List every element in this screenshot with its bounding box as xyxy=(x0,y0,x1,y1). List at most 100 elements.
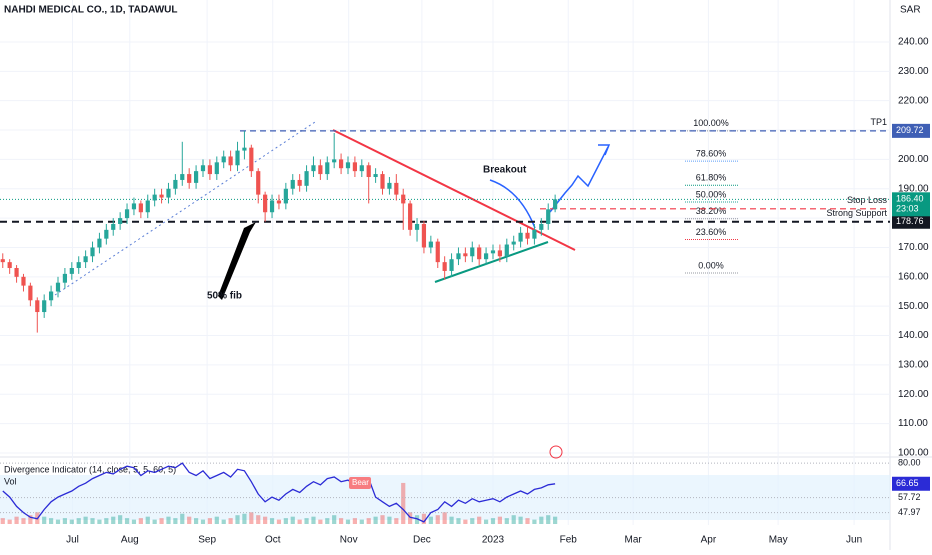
candle-body xyxy=(497,250,502,257)
volume-bar xyxy=(511,515,516,524)
candle-body xyxy=(242,147,247,151)
volume-bar xyxy=(221,519,226,524)
volume-bar xyxy=(401,482,406,524)
candle-body xyxy=(394,182,399,195)
x-tick-label: Apr xyxy=(701,535,717,546)
volume-bar xyxy=(414,515,420,524)
volume-bar xyxy=(7,519,12,524)
price-tag xyxy=(892,192,930,217)
x-tick-label: Jul xyxy=(66,535,79,546)
candle-body xyxy=(200,165,206,172)
volume-bar xyxy=(83,516,88,524)
price-tag-label: 209.72 xyxy=(896,125,924,135)
candle-body xyxy=(297,179,302,186)
volume-bar xyxy=(187,516,192,524)
x-tick-label: Oct xyxy=(265,535,281,546)
candle-body xyxy=(359,165,364,172)
volume-label: Vol xyxy=(4,476,17,486)
candle-body xyxy=(263,194,268,213)
volume-bar xyxy=(228,518,233,524)
x-tick-label: Jun xyxy=(846,535,862,546)
candle-body xyxy=(104,229,109,239)
volume-bar xyxy=(283,518,288,524)
candle-body xyxy=(318,165,323,175)
volume-bar xyxy=(532,519,537,524)
price-tag xyxy=(892,214,930,229)
volume-bar xyxy=(428,516,433,524)
candle-body xyxy=(7,262,12,269)
y-tick-label: 150.00 xyxy=(898,301,929,312)
candle-body xyxy=(193,171,199,183)
level-name: Strong Support xyxy=(826,208,887,218)
candle-body xyxy=(14,268,19,277)
volume-bar xyxy=(193,518,199,524)
volume-bar xyxy=(55,519,61,524)
volume-bar xyxy=(290,516,295,524)
volume-bar xyxy=(318,519,323,524)
candle-body xyxy=(539,223,544,230)
volume-bar xyxy=(394,518,399,524)
y-tick-label: 170.00 xyxy=(898,242,929,253)
y-tick-label: 220.00 xyxy=(898,95,929,106)
volume-bar xyxy=(359,519,364,524)
indicator-tag xyxy=(892,476,930,491)
breakout-label: Breakout xyxy=(483,165,527,176)
candle-body xyxy=(421,223,427,248)
candle-body xyxy=(276,200,282,204)
indicator-name: Divergence Indicator (14, close, 5, 5, 6… xyxy=(4,464,176,474)
candle-body xyxy=(338,159,344,169)
volume-bar xyxy=(14,516,19,524)
volume-bar xyxy=(28,515,33,524)
fib-label: 23.60% xyxy=(696,227,727,237)
candle-body xyxy=(442,262,447,271)
candle-body xyxy=(504,244,509,257)
volume-bar xyxy=(97,519,102,524)
x-tick-label: Mar xyxy=(625,535,643,546)
y-tick-label: 230.00 xyxy=(898,66,929,77)
fib-label: 0.00% xyxy=(698,260,724,270)
candle-body xyxy=(187,174,192,183)
indicator-tick-label: 47.97 xyxy=(898,507,921,517)
volume-bar xyxy=(380,515,385,524)
candle-body xyxy=(456,253,461,260)
y-tick-label: 100.00 xyxy=(898,448,929,459)
y-tick-label: 120.00 xyxy=(898,389,929,400)
candle-body xyxy=(111,223,116,230)
candle-body xyxy=(553,199,558,210)
volume-bar xyxy=(111,516,116,524)
volume-bar xyxy=(483,519,489,524)
candle-body xyxy=(511,241,516,245)
candle-body xyxy=(97,238,102,248)
volume-bar xyxy=(131,519,137,524)
volume-bar xyxy=(104,518,109,524)
candle-body xyxy=(532,229,537,239)
candle-body xyxy=(366,165,371,178)
volume-bar xyxy=(518,516,523,524)
bear-label: Bear xyxy=(352,478,369,487)
candle-body xyxy=(21,276,26,286)
price-tag xyxy=(892,123,930,138)
candle-body xyxy=(173,179,178,189)
support-line xyxy=(434,241,549,283)
candle-body xyxy=(28,285,33,301)
trend-line xyxy=(54,121,316,296)
volume-bar xyxy=(256,515,261,524)
candle-body xyxy=(408,203,413,230)
volume-bar xyxy=(90,518,95,524)
x-tick-label: Nov xyxy=(340,535,358,546)
candle-body xyxy=(152,194,157,201)
volume-bar xyxy=(332,515,337,524)
candle-body xyxy=(332,159,337,163)
candle-body xyxy=(214,162,219,175)
candle-body xyxy=(490,250,496,254)
volume-bar xyxy=(345,519,351,524)
candle-body xyxy=(352,162,357,172)
candle-body xyxy=(256,171,261,195)
candle-body xyxy=(483,253,489,260)
candle-body xyxy=(76,262,81,269)
candle-body xyxy=(311,165,316,172)
candle-body xyxy=(62,273,68,283)
volume-bar xyxy=(311,516,316,524)
